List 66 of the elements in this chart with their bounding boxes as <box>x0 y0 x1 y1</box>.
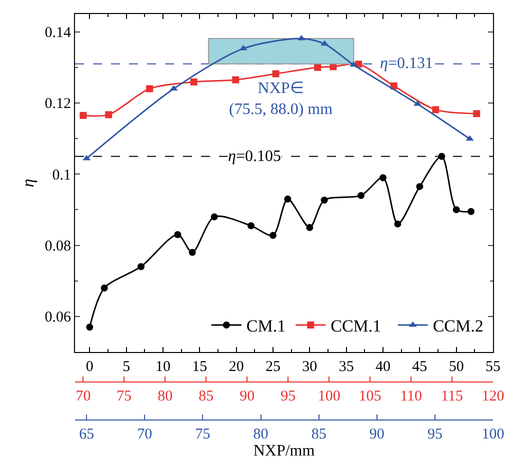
point <box>358 192 364 199</box>
x2-tick-label: 70 <box>76 388 91 405</box>
x-tick-label: 55 <box>486 359 500 376</box>
point <box>284 196 292 203</box>
x-axis-title: NXP/mm <box>253 442 316 460</box>
point <box>468 208 474 215</box>
x-tick-label: 10 <box>156 359 170 376</box>
point <box>100 284 108 292</box>
x-tick-label: 90 <box>369 426 384 442</box>
x2-tick-label: 75 <box>116 388 132 405</box>
legend-label: CCM.1 <box>330 316 382 336</box>
point <box>350 61 358 67</box>
x-tick-label: 40 <box>376 359 390 376</box>
point <box>466 135 474 141</box>
y-tick-label: 0.14 <box>44 25 72 42</box>
x-tick-label: 100 <box>482 426 504 442</box>
point <box>248 222 254 230</box>
point <box>188 248 196 256</box>
y-tick-label: 0.1 <box>52 167 71 184</box>
point <box>210 213 218 220</box>
x-tick-label: 85 <box>311 426 326 442</box>
x-tick-label: 5 <box>122 359 130 376</box>
legend-label: CCM.2 <box>432 316 484 336</box>
legend-label: CM.1 <box>246 316 286 336</box>
point <box>452 206 460 214</box>
x-tick-label: 65 <box>79 426 94 442</box>
annotation: NXP∈ (75.5, 88.0) mm <box>229 80 334 118</box>
y-tick-label: 0.06 <box>44 310 72 326</box>
x-tick-label: 75 <box>195 426 210 442</box>
x-tick-label: 50 <box>448 359 464 376</box>
x-tick-label: 70 <box>137 426 152 442</box>
x2-tick-label: 80 <box>158 388 173 405</box>
point <box>86 324 94 331</box>
point <box>394 220 402 228</box>
x-tick-label: 95 <box>427 426 442 442</box>
y-axis-title: η <box>18 178 38 188</box>
x2-tick-label: 85 <box>198 388 214 405</box>
x2-tick-label: 100 <box>318 388 340 405</box>
x-tick-label: 35 <box>338 359 354 376</box>
point <box>270 232 276 239</box>
x-tick-label: 0 <box>86 359 94 376</box>
x2-tick-label: 90 <box>240 388 255 405</box>
point <box>82 154 91 160</box>
x2-tick-label: 110 <box>400 388 422 405</box>
x-tick-label: 30 <box>302 359 318 376</box>
x-tick-label: 25 <box>266 359 280 376</box>
point <box>320 196 328 204</box>
ref-line-label: η=0.131 <box>380 55 433 72</box>
x-tick-label: 45 <box>412 359 428 376</box>
point <box>320 40 329 46</box>
x2-tick-label: 120 <box>482 388 504 405</box>
x2-tick-label: 115 <box>441 388 463 405</box>
ref-line-label: η=0.105 <box>228 148 281 165</box>
point <box>380 174 386 182</box>
x2-tick-label: 95 <box>280 388 296 405</box>
x2-tick-label: 105 <box>358 388 382 405</box>
point <box>438 152 446 160</box>
x-tick-label: 80 <box>253 426 268 442</box>
y-tick-label: 0.08 <box>44 238 71 255</box>
x-tick-label: 20 <box>228 359 244 376</box>
point <box>416 183 424 190</box>
x-tick-label: 15 <box>192 359 208 376</box>
point <box>306 224 314 232</box>
point <box>174 231 182 238</box>
point <box>138 263 144 270</box>
y-tick-label: 0.12 <box>44 96 71 112</box>
